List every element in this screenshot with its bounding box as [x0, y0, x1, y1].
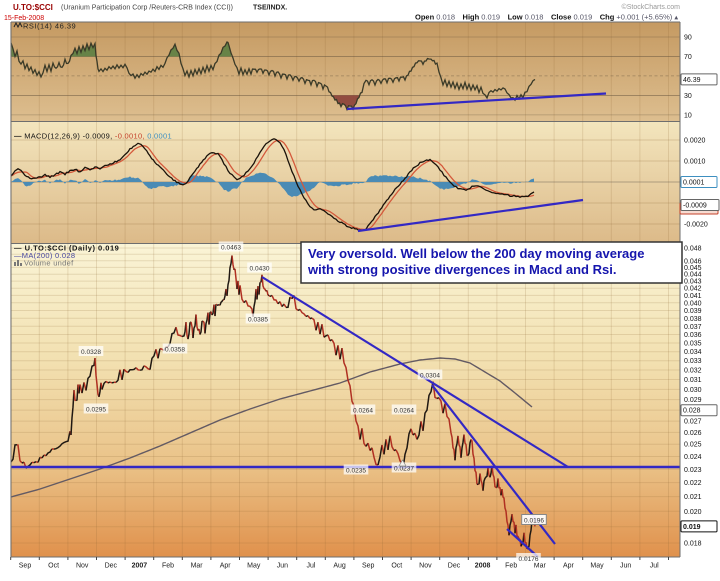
svg-text:46.39: 46.39 — [683, 77, 701, 84]
svg-text:0.033: 0.033 — [684, 358, 702, 365]
svg-text:Sep: Sep — [362, 563, 375, 570]
svg-text:0.0304: 0.0304 — [420, 373, 440, 380]
svg-text:0.0020: 0.0020 — [684, 138, 706, 145]
svg-text:0.032: 0.032 — [684, 367, 702, 374]
svg-text:— U.TO:$CCI (Daily) 0.019: — U.TO:$CCI (Daily) 0.019 — [14, 244, 119, 253]
svg-text:0.045: 0.045 — [684, 265, 702, 272]
svg-text:0.038: 0.038 — [684, 316, 702, 323]
svg-text:0.0196: 0.0196 — [524, 518, 544, 525]
svg-text:Open 0.018 High 0.019 Low 0.: Open 0.018 High 0.019 Low 0.018 Close 0.… — [415, 13, 678, 22]
svg-text:Feb: Feb — [162, 563, 174, 570]
svg-text:0.023: 0.023 — [684, 467, 702, 474]
svg-text:0.0176: 0.0176 — [519, 556, 539, 563]
svg-text:0.018: 0.018 — [684, 541, 702, 548]
svg-text:Oct: Oct — [48, 563, 59, 570]
svg-text:(Uranium Participation Corp /R: (Uranium Participation Corp /Reuters-CRB… — [61, 5, 233, 12]
svg-text:0.030: 0.030 — [684, 387, 702, 394]
svg-text:Apr: Apr — [563, 563, 575, 570]
svg-text:Mar: Mar — [534, 563, 547, 570]
svg-text:0.021: 0.021 — [684, 494, 702, 501]
svg-text:0.0430: 0.0430 — [250, 266, 270, 273]
svg-text:0.0264: 0.0264 — [394, 408, 414, 415]
svg-text:May: May — [247, 563, 261, 570]
svg-text:TSE/INDX.: TSE/INDX. — [253, 5, 287, 12]
svg-text:May: May — [590, 563, 604, 570]
svg-text:10: 10 — [684, 112, 692, 119]
svg-text:0.028: 0.028 — [683, 408, 701, 415]
svg-text:0.044: 0.044 — [684, 272, 702, 279]
svg-text:0.048: 0.048 — [684, 246, 702, 253]
svg-text:0.0264: 0.0264 — [353, 408, 373, 415]
svg-text:0.034: 0.034 — [684, 349, 702, 356]
svg-text:0.040: 0.040 — [684, 300, 702, 307]
svg-text:Dec: Dec — [105, 563, 118, 570]
svg-text:RSI(14) 46.39: RSI(14) 46.39 — [23, 22, 76, 31]
svg-text:Aug: Aug — [333, 563, 346, 570]
svg-text:30: 30 — [684, 93, 692, 100]
svg-text:0.025: 0.025 — [684, 442, 702, 449]
svg-text:0.0237: 0.0237 — [394, 466, 414, 473]
svg-text:Nov: Nov — [76, 563, 89, 570]
svg-text:—MA(200) 0.028: —MA(200) 0.028 — [14, 251, 75, 260]
svg-text:Dec: Dec — [448, 563, 461, 570]
svg-text:0.042: 0.042 — [684, 286, 702, 293]
svg-text:70: 70 — [684, 54, 692, 61]
svg-text:0.027: 0.027 — [684, 419, 702, 426]
svg-text:2008: 2008 — [475, 563, 491, 570]
svg-text:0.035: 0.035 — [684, 340, 702, 347]
svg-text:0.0295: 0.0295 — [86, 407, 106, 414]
svg-text:with strong positive divergenc: with strong positive divergences in Macd… — [307, 262, 616, 277]
svg-text:Jul: Jul — [650, 563, 659, 570]
svg-text:0.022: 0.022 — [684, 480, 702, 487]
svg-text:0.0328: 0.0328 — [81, 349, 101, 356]
svg-text:©StockCharts.com: ©StockCharts.com — [622, 3, 681, 11]
svg-text:0.0463: 0.0463 — [221, 245, 241, 252]
svg-text:0.037: 0.037 — [684, 324, 702, 331]
svg-text:0.0235: 0.0235 — [346, 468, 366, 475]
svg-text:0.0001: 0.0001 — [683, 180, 705, 187]
svg-text:— MACD(12,26,9) -0.0009, -0.00: — MACD(12,26,9) -0.0009, -0.0010, 0.0001 — [14, 132, 172, 141]
svg-text:Volume undef: Volume undef — [24, 259, 74, 268]
svg-text:0.0010: 0.0010 — [684, 159, 706, 166]
svg-text:Oct: Oct — [391, 563, 402, 570]
svg-text:2007: 2007 — [132, 563, 148, 570]
svg-text:Jun: Jun — [620, 563, 631, 570]
svg-text:Very oversold. Well below the: Very oversold. Well below the 200 day mo… — [308, 246, 644, 261]
svg-text:Nov: Nov — [419, 563, 432, 570]
svg-text:0.019: 0.019 — [683, 524, 701, 531]
svg-text:Jun: Jun — [277, 563, 288, 570]
svg-text:0.026: 0.026 — [684, 430, 702, 437]
svg-text:0.031: 0.031 — [684, 377, 702, 384]
svg-text:-0.0009: -0.0009 — [683, 203, 707, 210]
svg-text:0.024: 0.024 — [684, 454, 702, 461]
svg-text:Apr: Apr — [220, 563, 232, 570]
svg-text:Jul: Jul — [307, 563, 316, 570]
svg-text:U.TO:$CCI: U.TO:$CCI — [13, 3, 53, 12]
svg-text:0.041: 0.041 — [684, 293, 702, 300]
svg-text:15-Feb-2008: 15-Feb-2008 — [4, 15, 44, 22]
svg-text:0.0358: 0.0358 — [165, 347, 185, 354]
svg-text:0.043: 0.043 — [684, 279, 702, 286]
svg-text:90: 90 — [684, 35, 692, 42]
svg-text:Mar: Mar — [191, 563, 204, 570]
svg-text:0.046: 0.046 — [684, 258, 702, 265]
svg-text:0.020: 0.020 — [684, 509, 702, 516]
svg-text:Sep: Sep — [19, 563, 32, 570]
svg-text:0.039: 0.039 — [684, 308, 702, 315]
svg-text:-0.0020: -0.0020 — [684, 222, 708, 229]
svg-text:0.036: 0.036 — [684, 332, 702, 339]
svg-text:Feb: Feb — [505, 563, 517, 570]
svg-text:0.0385: 0.0385 — [248, 317, 268, 324]
svg-text:0.029: 0.029 — [684, 397, 702, 404]
